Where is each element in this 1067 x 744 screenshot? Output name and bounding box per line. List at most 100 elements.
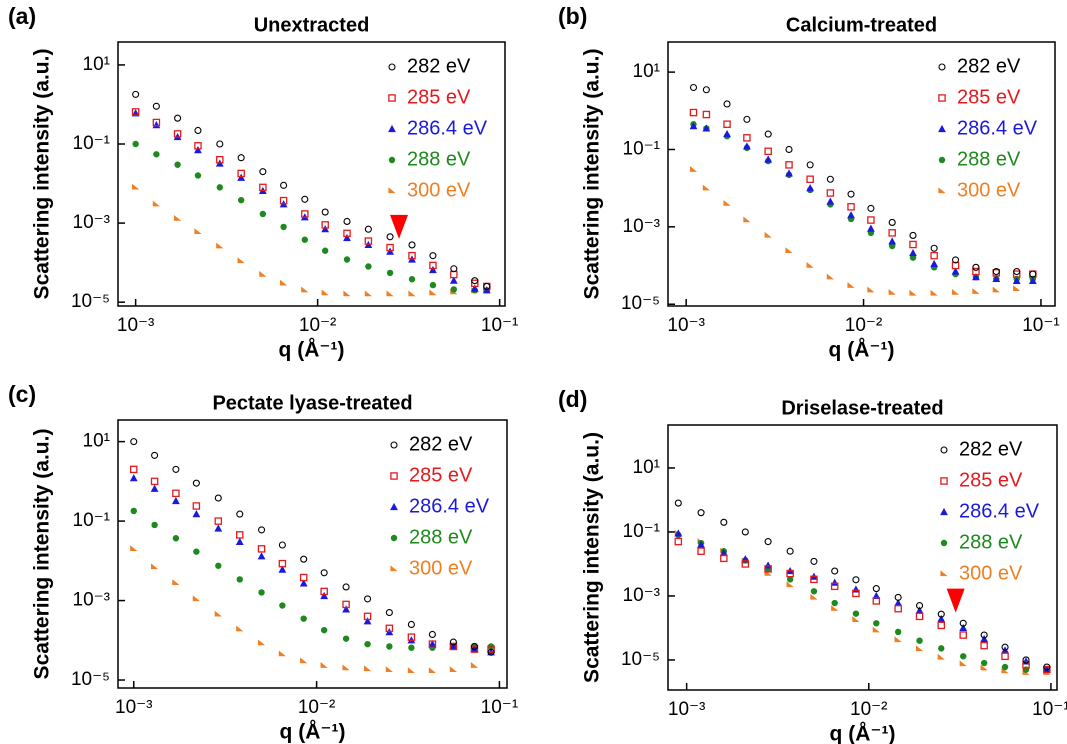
plot-frame xyxy=(117,419,508,689)
plot-frame xyxy=(667,41,1056,307)
panel: (b) Calcium-treated q (Å⁻¹) Scattering inte… xyxy=(558,3,1060,361)
marker xyxy=(153,151,160,158)
legend-label: 286.4 eV xyxy=(409,495,490,517)
legend-label: 288 eV xyxy=(407,148,471,170)
marker xyxy=(702,86,710,94)
marker xyxy=(915,602,924,610)
marker xyxy=(831,567,839,575)
marker xyxy=(216,242,224,249)
marker xyxy=(741,528,749,536)
marker xyxy=(429,265,437,274)
y-tick-label: 10¹ xyxy=(83,431,110,452)
marker xyxy=(386,290,394,297)
marker xyxy=(408,241,416,249)
marker xyxy=(785,169,793,177)
marker xyxy=(259,183,267,192)
marker xyxy=(449,276,458,284)
y-tick-label: 10¹ xyxy=(633,457,660,478)
x-axis-label: q (Å⁻¹) xyxy=(280,720,346,744)
marker xyxy=(959,660,967,667)
marker xyxy=(937,653,945,660)
marker xyxy=(723,129,731,138)
marker xyxy=(321,221,329,229)
marker xyxy=(674,537,683,546)
marker xyxy=(810,557,818,565)
marker xyxy=(151,451,159,459)
marker xyxy=(450,265,458,273)
y-tick-label: 10⁻¹ xyxy=(73,510,111,531)
marker xyxy=(235,537,244,545)
marker xyxy=(764,147,772,155)
marker xyxy=(938,156,946,164)
marker xyxy=(1043,665,1051,674)
marker xyxy=(258,589,265,596)
marker xyxy=(872,585,880,593)
marker xyxy=(320,587,328,596)
marker xyxy=(390,472,398,480)
x-tick-label: 10⁻² xyxy=(298,697,336,718)
marker xyxy=(1001,652,1009,661)
marker xyxy=(938,124,946,133)
marker xyxy=(429,281,437,289)
marker xyxy=(299,573,308,582)
legend-label: 285 eV xyxy=(409,464,473,486)
marker xyxy=(194,172,202,179)
marker xyxy=(388,124,396,133)
marker xyxy=(888,237,897,245)
marker xyxy=(483,282,491,290)
marker xyxy=(279,196,288,205)
marker xyxy=(826,197,835,205)
marker xyxy=(408,290,416,297)
marker xyxy=(172,535,180,542)
marker xyxy=(320,662,328,668)
marker xyxy=(278,559,287,568)
marker xyxy=(1028,276,1037,285)
y-tick-label: 10⁻⁵ xyxy=(621,293,660,314)
marker xyxy=(342,605,350,613)
marker xyxy=(194,142,202,150)
marker xyxy=(872,626,880,633)
marker xyxy=(428,630,436,639)
marker xyxy=(831,605,839,611)
marker xyxy=(428,640,437,648)
marker xyxy=(259,270,267,277)
marker xyxy=(702,184,710,191)
marker xyxy=(872,597,881,605)
legend-label: 282 eV xyxy=(407,55,471,77)
marker xyxy=(388,187,396,194)
y-axis-label: Scattering intensity (a.u.) xyxy=(581,49,604,300)
marker xyxy=(867,204,875,212)
marker xyxy=(723,120,731,128)
marker xyxy=(388,156,396,164)
marker xyxy=(151,521,158,529)
x-tick-label: 10⁻¹ xyxy=(481,315,519,336)
marker xyxy=(741,560,750,568)
series xyxy=(674,537,1051,674)
x-axis-label: q (Å⁻¹) xyxy=(830,722,896,744)
marker xyxy=(940,570,948,577)
legend-label: 285 eV xyxy=(959,469,1023,491)
marker xyxy=(867,216,875,224)
marker xyxy=(830,582,839,591)
series xyxy=(132,140,491,294)
marker xyxy=(407,633,416,641)
marker xyxy=(386,643,393,650)
legend-label: 282 eV xyxy=(957,55,1021,77)
x-axis-label: q (Å⁻¹) xyxy=(829,338,895,362)
series xyxy=(130,465,495,653)
marker xyxy=(980,664,988,671)
marker xyxy=(343,217,351,226)
marker xyxy=(278,541,286,549)
marker xyxy=(1012,270,1021,278)
marker xyxy=(894,636,902,643)
legend-label: 300 eV xyxy=(957,179,1021,201)
chart-title: Unextracted xyxy=(254,14,370,36)
marker xyxy=(915,612,924,621)
marker xyxy=(764,561,772,569)
series xyxy=(689,83,1037,278)
marker xyxy=(916,637,923,644)
marker xyxy=(278,565,287,573)
marker xyxy=(363,617,372,625)
marker xyxy=(940,539,948,547)
